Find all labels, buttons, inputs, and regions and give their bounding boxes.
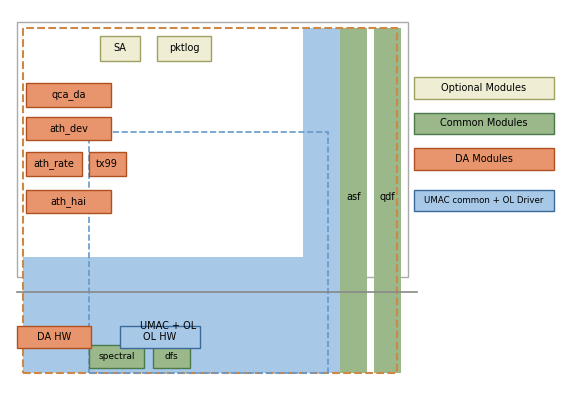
Bar <box>120 326 200 348</box>
Text: ath_dev: ath_dev <box>49 123 88 134</box>
Bar <box>17 22 408 276</box>
Text: asf: asf <box>346 192 361 203</box>
Text: qca_da: qca_da <box>51 89 86 100</box>
Bar <box>414 113 554 134</box>
Bar <box>17 326 91 348</box>
Bar <box>374 28 401 373</box>
Text: OL HW: OL HW <box>143 332 176 342</box>
Bar <box>23 28 397 373</box>
Bar <box>414 148 554 170</box>
Bar <box>100 36 140 61</box>
Bar <box>414 77 554 99</box>
Text: Optional Modules: Optional Modules <box>441 83 526 93</box>
Text: dfs: dfs <box>165 352 178 361</box>
Text: DA Modules: DA Modules <box>455 154 513 164</box>
Text: pktlog: pktlog <box>169 43 199 53</box>
Bar <box>26 117 111 140</box>
Bar <box>157 36 211 61</box>
Bar <box>153 345 190 368</box>
Bar <box>89 345 144 368</box>
Bar <box>26 152 82 176</box>
Text: tx99: tx99 <box>96 159 118 169</box>
Bar <box>26 190 111 213</box>
Bar <box>414 190 554 211</box>
Text: ath_hai: ath_hai <box>50 196 87 207</box>
Text: ath_rate: ath_rate <box>33 158 74 169</box>
Text: qdf: qdf <box>380 192 396 203</box>
Text: UMAC common + OL Driver: UMAC common + OL Driver <box>424 196 544 205</box>
Bar <box>303 28 354 373</box>
Text: UMAC + OL: UMAC + OL <box>140 321 196 331</box>
Text: DA HW: DA HW <box>37 332 71 342</box>
Bar <box>26 83 111 107</box>
Text: SA: SA <box>114 43 126 53</box>
Text: spectral: spectral <box>98 352 135 361</box>
Bar <box>23 257 351 373</box>
Bar <box>89 152 126 176</box>
Text: Common Modules: Common Modules <box>440 118 528 128</box>
Bar <box>89 132 328 373</box>
Bar <box>340 28 367 373</box>
